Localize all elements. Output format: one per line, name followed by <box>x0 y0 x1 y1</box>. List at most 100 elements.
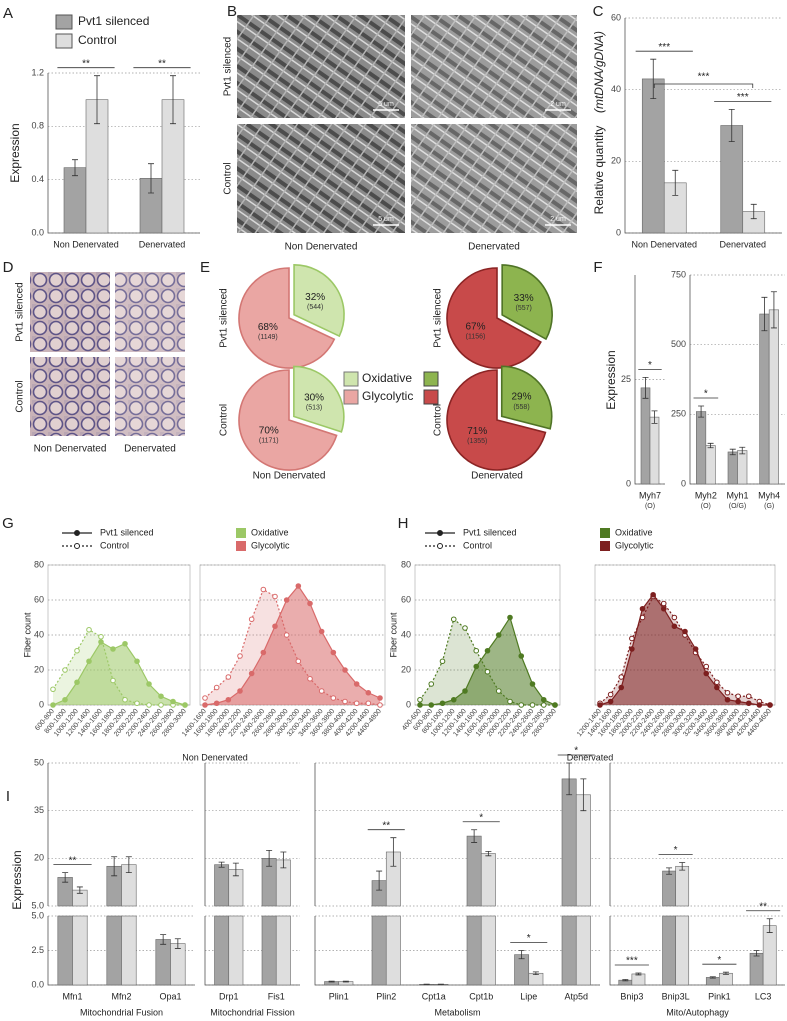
point <box>260 586 267 593</box>
y-tick-label: 0 <box>681 478 686 488</box>
point <box>540 702 547 708</box>
point <box>86 626 92 633</box>
legend-label: Pvt1 silenced <box>100 527 154 537</box>
point <box>650 591 656 598</box>
bar <box>641 78 665 234</box>
point <box>473 647 480 654</box>
error-bar <box>750 203 757 220</box>
point <box>50 702 56 708</box>
count-label: (1171) <box>259 438 279 445</box>
bar <box>561 915 577 986</box>
point <box>552 702 558 708</box>
significance: * <box>704 389 708 400</box>
point <box>724 689 731 696</box>
error-bar <box>328 980 335 983</box>
bar <box>675 865 690 907</box>
x-tick-label: Drp1 <box>219 991 239 1001</box>
significance: ** <box>382 820 390 831</box>
bar <box>480 915 496 986</box>
y-tick-label: 40 <box>34 629 44 639</box>
point <box>62 696 68 703</box>
point <box>507 614 513 621</box>
point <box>450 696 457 703</box>
point <box>639 605 646 612</box>
point <box>237 688 243 694</box>
bar <box>57 915 73 986</box>
y-tick-label: 40 <box>611 84 621 94</box>
axis-label: Expression <box>8 123 22 182</box>
error-bar <box>62 872 69 883</box>
y-tick-label: 20 <box>34 853 44 863</box>
error-bar <box>376 870 383 891</box>
point <box>202 695 208 701</box>
bar <box>371 915 387 986</box>
error-bar <box>753 950 760 957</box>
area <box>420 619 555 705</box>
legend-swatch <box>600 528 610 538</box>
y-tick-label: 25 <box>621 374 631 384</box>
bar <box>214 915 230 986</box>
point <box>134 658 140 665</box>
x-tick-note: (O/G) <box>729 503 747 510</box>
point <box>62 667 68 673</box>
error-bar <box>125 856 132 874</box>
y-tick-label: 500 <box>671 339 686 349</box>
point <box>692 646 699 652</box>
point <box>756 702 763 708</box>
point <box>767 702 773 708</box>
bar <box>640 387 651 485</box>
point <box>122 640 128 647</box>
point <box>703 670 710 677</box>
point <box>272 623 278 630</box>
error-bar <box>672 169 679 196</box>
micrograph <box>237 15 405 118</box>
bar <box>385 915 401 986</box>
point <box>660 605 667 612</box>
significance: * <box>574 746 578 757</box>
panel-letter: A <box>3 5 13 22</box>
error-bar <box>174 938 181 949</box>
bar <box>228 915 244 986</box>
y-tick-label: 1.2 <box>31 67 44 77</box>
significance: * <box>527 933 531 944</box>
significance: * <box>717 955 721 966</box>
error-bar <box>728 108 735 143</box>
row-label: Pvt1 silenced <box>219 288 230 347</box>
y-tick-label: 0 <box>39 699 44 709</box>
bar <box>719 972 733 986</box>
axis-label: Non Denervated <box>182 752 248 762</box>
scale-label: 2 um <box>550 216 566 223</box>
scale-label: 5 um <box>378 216 394 223</box>
bar <box>214 864 230 907</box>
legend-swatch <box>423 389 439 405</box>
row-label: Pvt1 silenced <box>433 288 444 347</box>
panel-letter: B <box>227 3 237 20</box>
pie-slice <box>500 365 553 430</box>
point <box>671 614 678 621</box>
legend-point <box>74 530 80 536</box>
point <box>365 689 372 696</box>
point <box>74 679 80 686</box>
error-bar <box>580 778 587 812</box>
group-label: Mitochondrial Fusion <box>80 1007 163 1017</box>
micrograph <box>30 357 110 436</box>
significance: *** <box>698 72 710 83</box>
micrograph <box>30 272 110 352</box>
bar <box>261 915 277 986</box>
x-tick-note: (O) <box>701 503 711 510</box>
point <box>529 702 536 708</box>
line <box>204 584 381 706</box>
error-bar <box>666 867 673 875</box>
bar <box>759 313 770 485</box>
error-bar <box>160 934 167 945</box>
row-label: Control <box>223 162 234 194</box>
count-label: (558) <box>513 404 529 411</box>
error-bar <box>766 918 773 933</box>
error-bar <box>679 862 686 871</box>
value-label: 67% <box>465 321 485 332</box>
area <box>205 589 380 705</box>
point <box>182 702 188 708</box>
point <box>248 670 255 677</box>
point <box>307 675 313 682</box>
point <box>439 700 446 707</box>
